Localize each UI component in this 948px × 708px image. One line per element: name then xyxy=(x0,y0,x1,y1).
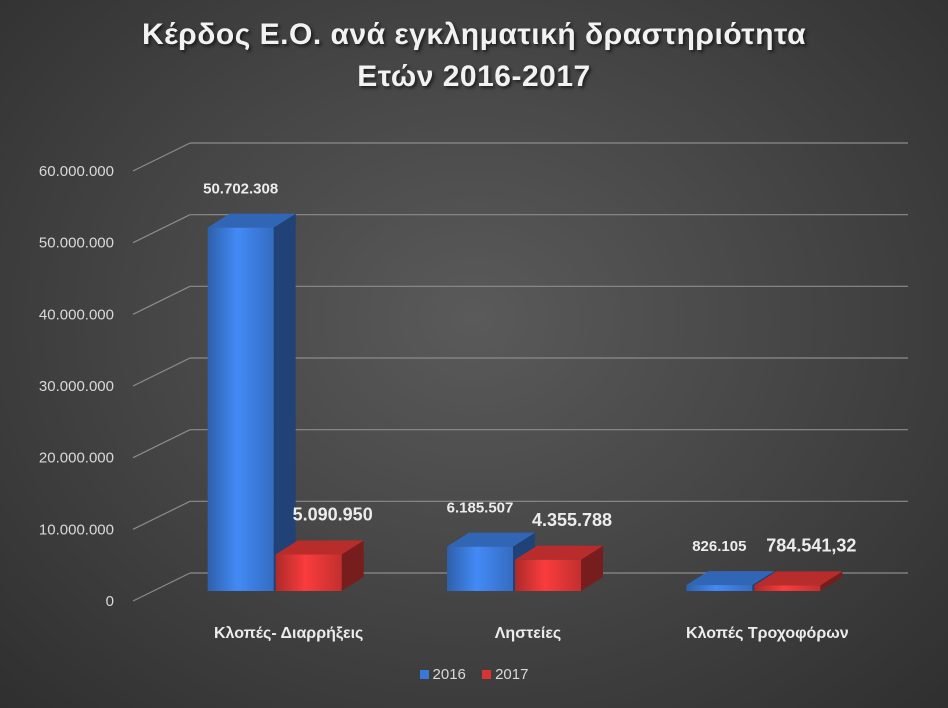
y-tick-label-6: 60.000.000 xyxy=(39,163,114,180)
legend-item-2016: 2016 xyxy=(419,666,466,683)
bar-2016-1-top xyxy=(447,532,535,547)
y-tick-label-5: 50.000.000 xyxy=(39,235,114,252)
bar-2017-0 xyxy=(275,554,342,591)
bar-2017-0-top xyxy=(275,540,364,555)
bar-2017-1 xyxy=(515,559,581,591)
data-label-2017-1: 4.355.788 xyxy=(532,510,612,530)
bar-2017-0-side xyxy=(341,540,364,591)
legend-label-2017: 2017 xyxy=(495,666,529,683)
bar-2016-2-top xyxy=(686,571,775,586)
bar-2017-1-top xyxy=(515,545,603,560)
gridline-side-1 xyxy=(132,500,191,530)
x-tick-label-0: Κλοπές- Διαρρήξεις xyxy=(214,625,363,642)
data-label-2017-0: 5.090.950 xyxy=(293,505,373,525)
gridline-side-5 xyxy=(132,214,191,244)
legend-item-2017: 2017 xyxy=(482,666,528,683)
legend-swatch-2017 xyxy=(482,669,492,679)
data-label-2016-2: 826.105 xyxy=(692,538,746,555)
x-tick-label-1: Ληστείες xyxy=(495,625,561,642)
gridline-side-0 xyxy=(132,572,191,602)
legend-label-2016: 2016 xyxy=(432,666,466,683)
gridline-side-4 xyxy=(132,285,191,315)
data-label-2017-2: 784.541,32 xyxy=(766,535,856,555)
gridline-side-6 xyxy=(132,142,191,172)
bar-2016-0-top xyxy=(207,213,296,228)
y-tick-label-4: 40.000.000 xyxy=(39,306,114,323)
bar-2017-1-side xyxy=(581,545,603,591)
y-tick-label-1: 10.000.000 xyxy=(39,521,114,538)
chart-title: Κέρδος Ε.Ο. ανά εγκληματική δραστηριότητ… xyxy=(0,14,948,98)
bar-2016-0-side xyxy=(273,213,296,591)
bar-2017-2 xyxy=(754,585,821,591)
y-tick-label-3: 30.000.000 xyxy=(39,378,114,395)
legend: 2016 2017 xyxy=(0,666,948,683)
x-tick-label-2: Κλοπές Τροχοφόρων xyxy=(686,625,849,642)
gridline-side-2 xyxy=(132,429,191,459)
gridline-side-3 xyxy=(132,357,191,387)
bar-2017-2-top xyxy=(754,571,843,586)
y-tick-label-2: 20.000.000 xyxy=(39,450,114,467)
bar-2016-0 xyxy=(207,227,274,591)
y-tick-label-0: 0 xyxy=(106,593,114,610)
data-label-2016-0: 50.702.308 xyxy=(203,181,278,198)
chart-title-line-2: Ετών 2016-2017 xyxy=(357,60,591,93)
data-label-2016-1: 6.185.507 xyxy=(447,500,514,517)
bar-2017-2-side xyxy=(820,571,843,591)
chart-title-line-1: Κέρδος Ε.Ο. ανά εγκληματική δραστηριότητ… xyxy=(141,18,807,51)
bar-2016-1 xyxy=(447,546,513,591)
legend-swatch-2016 xyxy=(419,669,429,679)
bar-2016-2 xyxy=(686,585,753,591)
